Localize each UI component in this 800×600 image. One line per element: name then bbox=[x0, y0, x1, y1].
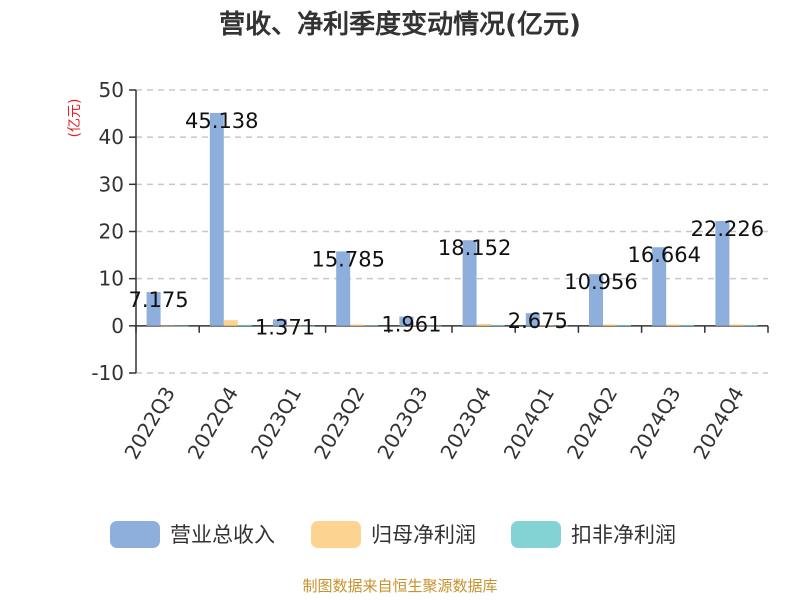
bar-deducted-profit bbox=[680, 324, 695, 326]
x-tick-label: 2024Q1 bbox=[499, 383, 559, 464]
bar-net-profit bbox=[603, 324, 617, 326]
y-tick-label: 30 bbox=[99, 172, 124, 196]
legend-swatch bbox=[110, 521, 160, 548]
bar-net-profit bbox=[287, 325, 301, 327]
bar-deducted-profit bbox=[743, 324, 758, 326]
bar-net-profit bbox=[539, 325, 554, 326]
bar-deducted-profit bbox=[364, 325, 379, 326]
y-tick-label: 0 bbox=[111, 314, 124, 338]
bar-net-profit bbox=[666, 324, 681, 326]
bar-revenue bbox=[146, 291, 161, 326]
data-label: 18.152 bbox=[438, 236, 511, 260]
data-label: 7.175 bbox=[129, 288, 189, 312]
x-tick-label: 2022Q4 bbox=[183, 383, 243, 464]
y-axis-unit-label: (亿元) bbox=[67, 99, 83, 138]
bar-revenue bbox=[525, 313, 540, 326]
x-tick-label: 2024Q2 bbox=[562, 383, 622, 464]
bar-revenue bbox=[462, 240, 477, 326]
bar-deducted-profit bbox=[237, 324, 252, 326]
legend-swatch bbox=[311, 521, 361, 548]
bar-net-profit bbox=[729, 324, 744, 326]
legend-item[interactable]: 营业总收入 bbox=[110, 521, 275, 548]
bar-deducted-profit bbox=[427, 325, 442, 327]
axes: -10 0 10 20 30 40 50 bbox=[91, 78, 769, 385]
bar-net-profit bbox=[160, 325, 175, 327]
bar-net-profit bbox=[476, 323, 491, 326]
bar-revenue bbox=[209, 112, 224, 326]
x-tick-label: 2023Q4 bbox=[435, 382, 495, 463]
legend-item[interactable]: 扣非净利润 bbox=[511, 521, 676, 548]
x-tick-label: 2024Q3 bbox=[625, 383, 685, 464]
data-label: 22.226 bbox=[691, 217, 764, 241]
x-tick-labels: 2022Q3 2022Q4 2023Q1 2023Q2 2023Q3 2023Q4 2024… bbox=[119, 382, 748, 463]
data-label: 1.961 bbox=[381, 313, 441, 337]
bar-revenue bbox=[589, 274, 603, 326]
bar-revenue bbox=[336, 251, 351, 326]
legend-label: 归母净利润 bbox=[371, 523, 476, 547]
data-label: 10.956 bbox=[564, 270, 637, 294]
legend-item[interactable]: 归母净利润 bbox=[311, 521, 476, 548]
bar-net-profit bbox=[223, 320, 238, 326]
bar-revenue bbox=[652, 247, 667, 326]
source-caption: 制图数据来自恒生聚源数据库 bbox=[302, 577, 497, 595]
y-tick-label: 20 bbox=[99, 220, 124, 244]
bar-net-profit bbox=[350, 324, 365, 326]
bar-deducted-profit bbox=[301, 325, 315, 327]
data-label: 2.675 bbox=[508, 309, 568, 333]
x-tick-label: 2023Q3 bbox=[372, 383, 432, 464]
bar-deducted-profit bbox=[617, 324, 631, 326]
bar-deducted-profit bbox=[174, 325, 189, 327]
bar-deducted-profit bbox=[490, 324, 505, 326]
bar-revenue bbox=[715, 221, 730, 326]
legend-label: 扣非净利润 bbox=[571, 523, 676, 547]
x-tick-label: 2022Q3 bbox=[119, 383, 179, 464]
bars bbox=[146, 112, 758, 327]
x-tick-label: 2024Q4 bbox=[688, 383, 748, 464]
x-tick-label: 2023Q2 bbox=[309, 383, 369, 464]
bar-deducted-profit bbox=[553, 325, 568, 327]
data-label: 16.664 bbox=[627, 243, 700, 267]
data-label: 1.371 bbox=[255, 315, 315, 339]
y-tick-label: 50 bbox=[99, 78, 124, 102]
y-tick-label: -10 bbox=[91, 361, 124, 385]
y-tick-label: 40 bbox=[99, 125, 124, 149]
data-label: 45.138 bbox=[185, 109, 258, 133]
bar-revenue bbox=[273, 319, 287, 326]
y-tick-label: 10 bbox=[99, 267, 124, 291]
legend[interactable]: 营业总收入 归母净利润 扣非净利润 bbox=[110, 521, 676, 548]
chart-title: 营收、净利季度变动情况(亿元) bbox=[219, 9, 581, 40]
data-labels: 7.175 45.138 1.371 15.785 1.961 18.152 2.675 10… bbox=[129, 109, 765, 339]
bar-revenue bbox=[399, 316, 414, 326]
legend-label: 营业总收入 bbox=[170, 523, 275, 547]
legend-swatch bbox=[511, 521, 561, 548]
data-label: 15.785 bbox=[311, 247, 384, 271]
bar-net-profit bbox=[413, 325, 428, 326]
x-tick-label: 2023Q1 bbox=[246, 383, 306, 464]
